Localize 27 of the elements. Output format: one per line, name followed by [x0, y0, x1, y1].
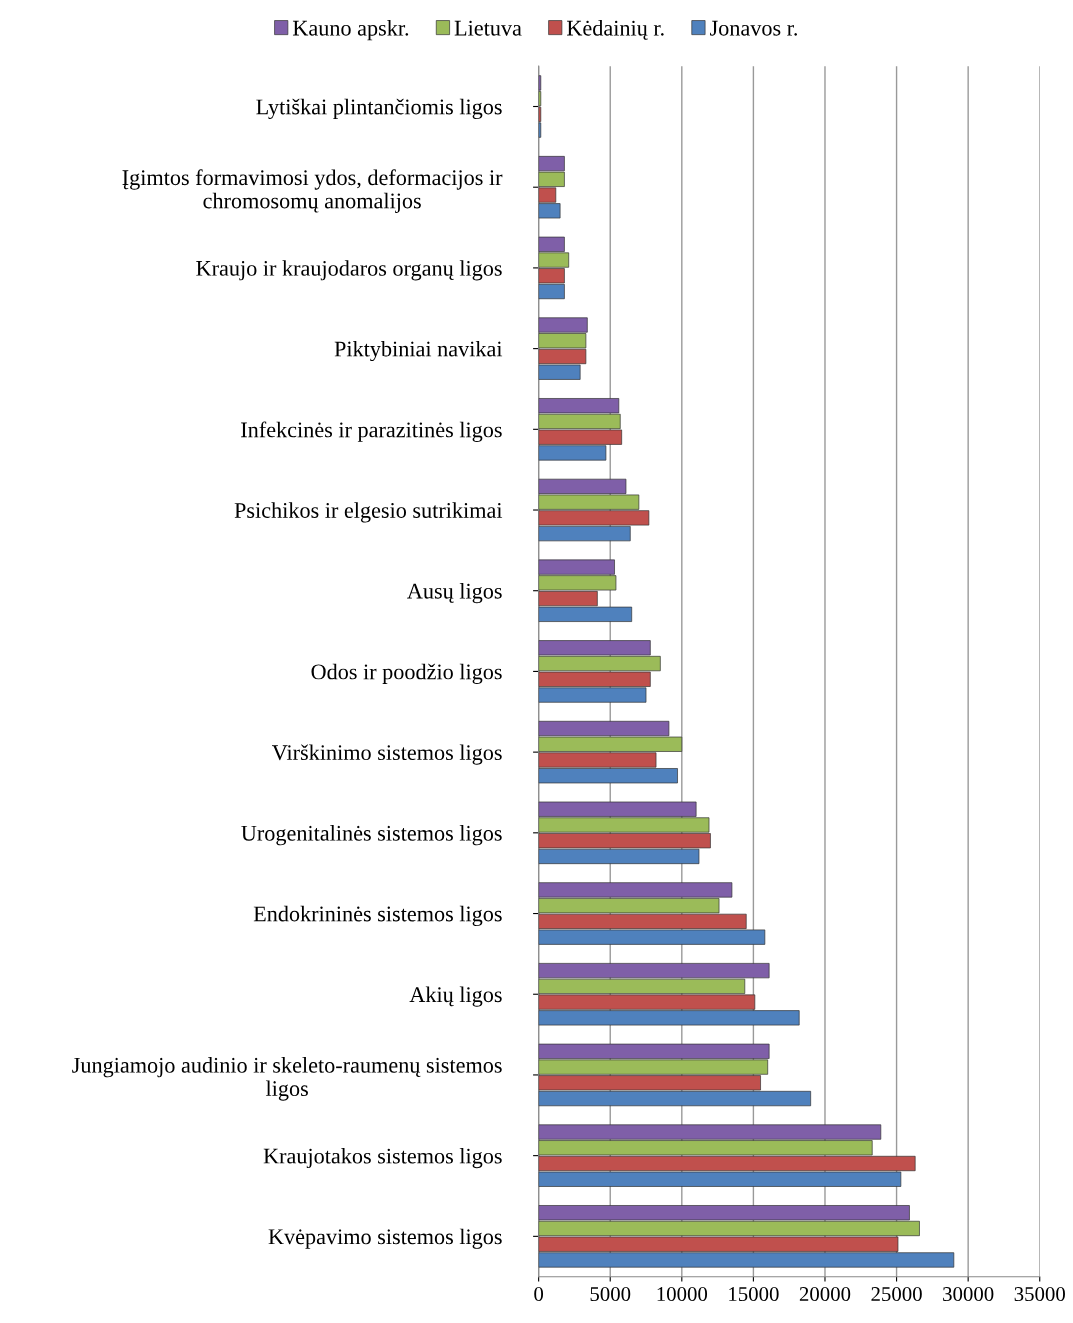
y-tick-label: Virškinimo sistemos ligos [272, 744, 502, 765]
y-tick-label: Kvėpavimo sistemos ligos [268, 1228, 502, 1249]
x-tick-label: 0 [534, 1287, 544, 1302]
y-tick-label: Odos ir poodžio ligos [311, 663, 502, 684]
y-tick-label: Urogenitalinės sistemos ligos [241, 825, 502, 846]
y-tick-label: Infekcinės ir parazitinės ligos [241, 421, 502, 442]
legend-label: Lietuva [454, 20, 522, 36]
x-tick-label: 20000 [799, 1287, 851, 1302]
y-tick-label: Kraujotakos sistemos ligos [263, 1147, 502, 1169]
y-tick-label: Ausų ligos [407, 583, 502, 604]
legend-label: Kauno apskr. [292, 20, 409, 41]
y-tick-label: Piktybiniai navikai [334, 340, 503, 362]
x-tick-label: 30000 [943, 1287, 994, 1302]
y-tick-label: Įgimtos formavimosi ydos, deformacijos ir chromosomų anomalijos [122, 169, 503, 213]
legend-label: Kėdainių r. [567, 20, 664, 40]
y-tick-label: Kraujo ir kraujodaros organų ligos [196, 260, 502, 281]
x-tick-label: 35000 [1014, 1287, 1065, 1302]
y-tick-label: Akių ligos [409, 986, 502, 1007]
y-tick-label: Endokrininės sistemos ligos [253, 905, 502, 927]
y-tick-label: Jungiamojo audinio ir skeleto-raumenų sistemos ligos [72, 1057, 502, 1101]
x-tick-label: 25000 [871, 1287, 922, 1302]
x-tick-label: 10000 [657, 1287, 708, 1302]
x-tick-label: 15000 [729, 1287, 779, 1302]
x-tick-label: 5000 [590, 1287, 631, 1302]
y-tick-label: Lytiškai plintančiomis ligos [256, 98, 502, 120]
legend-label: Jonavos r. [710, 20, 797, 36]
y-tick-label: Psichikos ir elgesio sutrikimai [234, 502, 503, 523]
